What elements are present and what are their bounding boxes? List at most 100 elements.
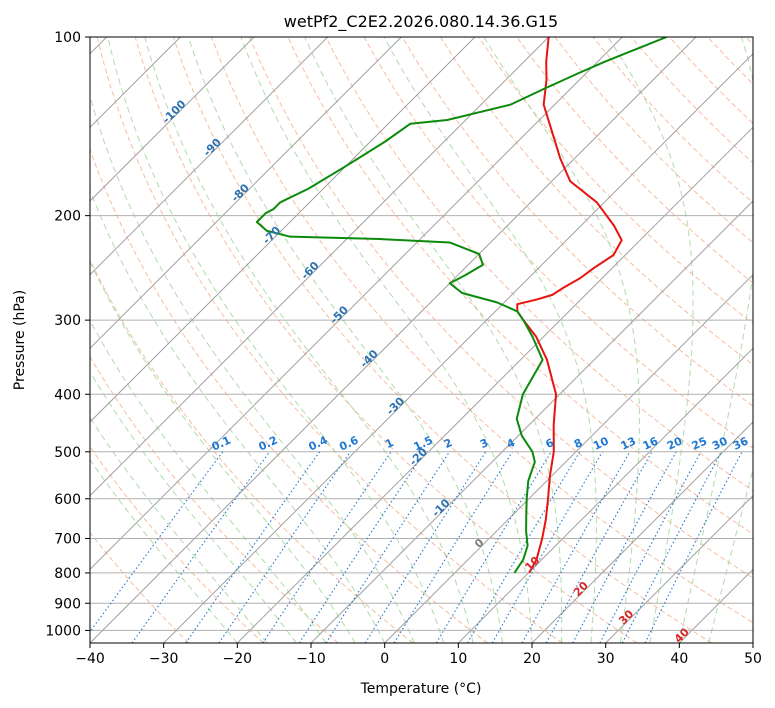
dry-adiabat-line [211, 37, 753, 624]
x-axis: −40 −30 −20 −10 0 10 20 30 40 50 [75, 643, 762, 667]
isotherm-line [531, 421, 753, 643]
mixing-ratio-line [599, 451, 702, 643]
isotherm-line [605, 494, 753, 643]
x-tick-label: −20 [223, 651, 253, 667]
dry-adiabat-line [554, 37, 753, 244]
dry-adiabat-line [96, 37, 563, 643]
mixing-ratio-lines [90, 451, 743, 643]
x-tick-label: 40 [670, 651, 688, 667]
isotherm-line [163, 52, 753, 643]
mixing-ratio-label: 36 [731, 434, 751, 452]
mixing-ratio-label: 20 [665, 434, 685, 452]
moist-adiabat-line [383, 37, 597, 643]
moist-adiabat-line [90, 458, 238, 643]
isotherm-line [90, 37, 329, 276]
plot-area: 0.1 0.2 0.4 0.6 1 1.5 2 3 4 6 8 10 13 16 20 25 30 36-100-… [90, 37, 753, 643]
dry-adiabat-line [478, 37, 753, 325]
moist-adiabat-line [90, 94, 415, 643]
plot-frame [89, 36, 754, 644]
isotherm-line [90, 37, 255, 202]
isotherm-line [90, 37, 476, 423]
dry-adiabat-line [363, 37, 753, 449]
mixing-ratio-label: 1 [383, 436, 395, 451]
dry-adiabat-line [90, 355, 339, 643]
isotherm-label: 20 [571, 579, 591, 599]
y-tick-label: 200 [54, 209, 81, 225]
dry-adiabat-line [592, 37, 753, 204]
isotherm-label: -10 [429, 496, 452, 519]
mixing-ratio-label: 13 [619, 434, 638, 452]
mixing-ratio-line [131, 451, 271, 643]
isotherm-line [384, 273, 753, 643]
mixing-ratio-line [325, 451, 451, 643]
dry-adiabat-line [249, 37, 753, 579]
y-axis: 100 200 300 400 500 600 700 800 900 1000 [45, 30, 90, 639]
moist-adiabat-line [107, 37, 445, 643]
x-tick-label: 10 [449, 651, 467, 667]
dry-adiabat-line [440, 37, 753, 366]
dry-adiabat-line [134, 37, 638, 643]
isotherm-line [236, 126, 753, 643]
isotherm-line [90, 37, 402, 350]
mixing-ratio-label: 16 [641, 434, 661, 452]
y-tick-label: 1000 [45, 623, 81, 639]
mixing-ratio-label: 0.2 [257, 434, 280, 454]
isotherm-label: -40 [358, 347, 381, 370]
dry-adiabat-line [90, 148, 488, 643]
dry-adiabat-line [325, 37, 753, 492]
moist-adiabat-line [90, 319, 327, 643]
mixing-ratio-line [262, 451, 392, 643]
mixing-ratio-label: 10 [591, 434, 611, 452]
mixing-ratio-label: 3 [478, 436, 490, 451]
isotherm-label: -90 [201, 136, 224, 159]
mixing-ratio-line [572, 451, 677, 643]
moist-adiabat-line [483, 37, 640, 643]
moist-adiabat-line [144, 37, 474, 643]
dry-adiabat-line [90, 258, 414, 643]
isotherm-line [90, 37, 623, 571]
moist-adiabats [90, 37, 753, 643]
y-tick-label: 100 [54, 30, 81, 46]
temperature-profile-line [516, 37, 623, 574]
y-tick-label: 500 [54, 445, 81, 461]
isotherm-line [310, 200, 753, 643]
dry-adiabat-line [516, 37, 753, 284]
isotherm-lines [90, 37, 753, 643]
y-tick-label: 900 [54, 596, 81, 612]
x-axis-label: Temperature (°C) [360, 681, 482, 697]
isotherm-line [90, 37, 697, 643]
isotherm-label: -50 [328, 303, 351, 326]
moist-adiabat-line [90, 260, 356, 643]
mixing-ratio-line [435, 451, 552, 643]
moist-adiabat-line [678, 37, 753, 643]
dry-adiabat-line [745, 37, 753, 46]
isotherm-label: -100 [160, 97, 189, 126]
mixing-ratio-line [90, 451, 224, 633]
x-tick-label: 50 [744, 651, 762, 667]
mixing-ratio-line [545, 451, 653, 643]
dry-adiabat-line [669, 37, 753, 125]
isotherm-line [678, 568, 753, 643]
moist-adiabat-line [708, 467, 753, 643]
x-tick-label: 0 [380, 651, 389, 667]
dry-adiabats [90, 37, 753, 643]
mixing-ratio-line [521, 451, 631, 643]
x-tick-label: −30 [149, 651, 179, 667]
pressure-gridlines [90, 37, 753, 631]
dry-adiabat-line [401, 37, 753, 407]
dry-adiabat-line [707, 37, 753, 85]
mixing-ratio-label: 0.1 [210, 434, 233, 454]
dry-adiabat-line [90, 445, 264, 643]
x-tick-label: 30 [597, 651, 615, 667]
y-tick-label: 600 [54, 492, 81, 508]
isotherm-label: -60 [298, 259, 321, 282]
moist-adiabat-line [304, 37, 563, 643]
x-tick-label: −40 [75, 651, 105, 667]
isotherm-label: -30 [384, 394, 407, 417]
mixing-ratio-line [364, 451, 487, 643]
mixing-ratio-label: 25 [690, 435, 709, 453]
dry-adiabat-line [172, 37, 712, 643]
mixing-ratio-line [298, 451, 426, 643]
dry-adiabat-line [90, 531, 190, 643]
